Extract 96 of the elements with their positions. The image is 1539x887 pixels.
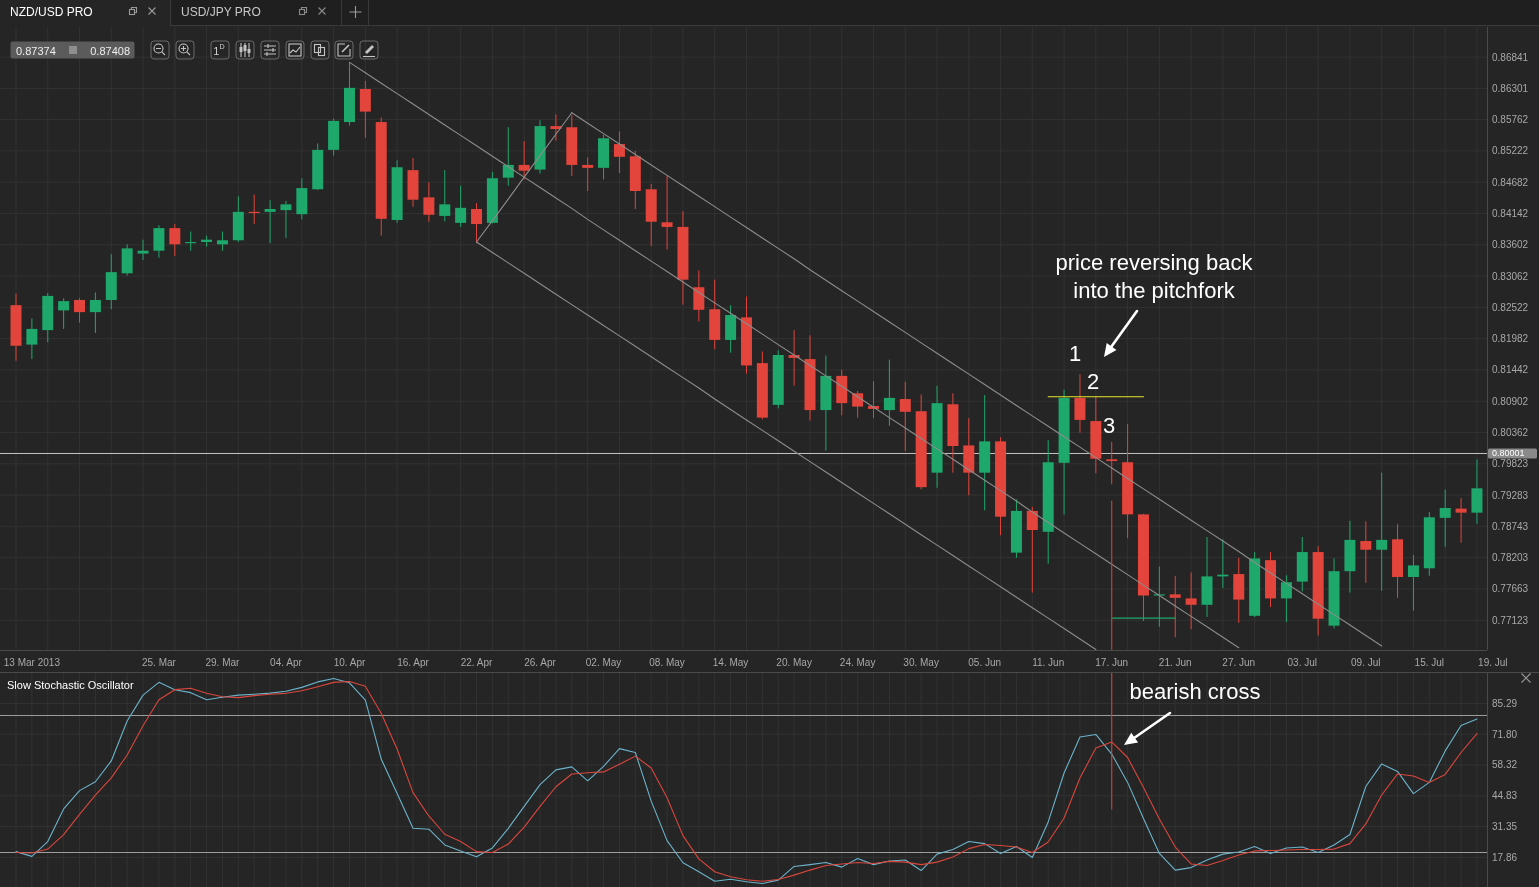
x-tick-label: 24. May xyxy=(839,656,876,668)
x-tick-label: 11. Jun xyxy=(1032,656,1065,668)
y-tick-label: 0.85222 xyxy=(1492,145,1529,157)
y-tick-label: 0.80902 xyxy=(1492,395,1529,407)
candlestick xyxy=(1074,373,1086,434)
candlestick xyxy=(1439,488,1451,548)
x-tick-label: 14. May xyxy=(712,656,749,668)
y-tick-label: 58.32 xyxy=(1492,759,1518,771)
annotation: 2 xyxy=(1086,368,1100,394)
candlestick xyxy=(1169,575,1181,638)
x-tick-label: 19. Jul xyxy=(1478,656,1508,668)
y-tick-label: 0.82522 xyxy=(1492,301,1529,313)
candlestick xyxy=(359,80,371,139)
x-tick-label: 26. Apr xyxy=(524,656,557,668)
candlestick xyxy=(1106,441,1118,485)
y-tick-label: 0.80362 xyxy=(1492,427,1529,439)
y-tick-label: 0.79283 xyxy=(1492,489,1529,501)
x-tick-label: 08. May xyxy=(649,656,685,668)
x-tick-label: 02. May xyxy=(585,656,622,668)
x-tick-label: 03. Jul xyxy=(1287,656,1318,668)
x-tick-label: 04. Apr xyxy=(270,656,303,668)
candlestick xyxy=(74,297,86,324)
candlestick xyxy=(1407,554,1419,612)
y-tick-label: 0.83602 xyxy=(1492,239,1529,251)
x-tick-label: 17. Jun xyxy=(1095,656,1129,668)
candlestick xyxy=(58,297,70,330)
candlestick xyxy=(1360,520,1372,584)
candlestick xyxy=(423,181,435,223)
x-tick-label: 09. Jul xyxy=(1351,656,1381,668)
x-tick-label: 25. Mar xyxy=(141,656,177,668)
candlestick xyxy=(582,156,594,192)
annotation: bearish cross xyxy=(1129,678,1261,704)
candlestick xyxy=(883,359,895,427)
annotation: 1 xyxy=(1068,340,1082,366)
candlestick xyxy=(216,231,228,252)
candlestick xyxy=(264,199,276,244)
x-tick-label: 13 Mar 2013 xyxy=(3,656,61,668)
y-tick-label: 0.84682 xyxy=(1492,176,1529,188)
y-tick-label: 31.35 xyxy=(1492,821,1518,833)
candlestick xyxy=(169,223,181,257)
y-tick-label: 0.77123 xyxy=(1492,614,1529,626)
y-tick-label: 0.85762 xyxy=(1492,114,1529,126)
candlestick xyxy=(502,126,514,187)
y-tick-label: 44.83 xyxy=(1492,790,1518,802)
candlestick xyxy=(852,390,864,419)
y-tick-label: 0.77663 xyxy=(1492,583,1529,595)
y-tick-label: 0.83062 xyxy=(1492,270,1529,282)
x-tick-label: 20. May xyxy=(776,656,812,668)
y-tick-label: 0.81442 xyxy=(1492,364,1529,376)
candlestick xyxy=(439,169,451,222)
candlestick xyxy=(1185,571,1197,630)
y-tick-label: 0.78743 xyxy=(1492,520,1529,532)
candlestick xyxy=(455,185,467,228)
text: USD/JPY PRO xyxy=(181,5,261,19)
candlestick xyxy=(661,175,673,251)
annotation: 0.87408 xyxy=(90,45,130,57)
x-tick-label: 15. Jul xyxy=(1414,656,1445,668)
candlestick xyxy=(89,291,101,334)
x-tick-label: 05. Jun xyxy=(968,656,1002,668)
annotation: price reversing back into the pitchfork xyxy=(1055,249,1254,303)
annotation: 1$^{D}$ xyxy=(213,43,225,57)
y-tick-label: 17.86 xyxy=(1492,851,1518,863)
candlestick xyxy=(137,239,149,261)
candlestick xyxy=(471,202,483,244)
ref-line-label: 0.80001 xyxy=(1492,448,1525,459)
x-tick-label: 27. Jun xyxy=(1222,656,1256,668)
y-tick-label: 0.79823 xyxy=(1492,458,1529,470)
candlestick xyxy=(693,269,705,322)
candlestick xyxy=(1280,574,1292,623)
annotation: 3 xyxy=(1102,412,1116,438)
candlestick xyxy=(1455,497,1467,544)
candlestick xyxy=(613,130,625,174)
chart-title: NZD/USD PRO xyxy=(10,5,93,19)
y-tick-label: 71.80 xyxy=(1492,728,1518,740)
candlestick xyxy=(26,318,38,360)
y-tick-label: 0.78203 xyxy=(1492,552,1529,564)
candlestick xyxy=(153,224,165,259)
x-tick-label: 16. Apr xyxy=(397,656,430,668)
candlestick xyxy=(899,381,911,452)
x-tick-label: 29. Mar xyxy=(205,656,241,668)
text: Slow Stochastic Oscillator xyxy=(7,679,134,691)
candlestick xyxy=(1376,472,1388,592)
y-tick-label: 0.81982 xyxy=(1492,333,1529,345)
candlestick xyxy=(518,140,530,180)
candlestick xyxy=(1026,506,1038,594)
y-tick-label: 85.29 xyxy=(1492,697,1518,709)
y-tick-label: 0.86301 xyxy=(1492,82,1529,94)
x-tick-label: 10. Apr xyxy=(333,656,366,668)
x-tick-label: 21. Jun xyxy=(1158,656,1192,668)
x-tick-label: 22. Apr xyxy=(460,656,494,668)
annotation: 0.87374 xyxy=(16,45,56,57)
candlestick xyxy=(550,114,562,142)
candlestick xyxy=(280,200,292,239)
x-tick-label: 30. May xyxy=(903,656,939,668)
y-tick-label: 0.84142 xyxy=(1492,207,1529,219)
y-tick-label: 0.86841 xyxy=(1492,51,1529,63)
